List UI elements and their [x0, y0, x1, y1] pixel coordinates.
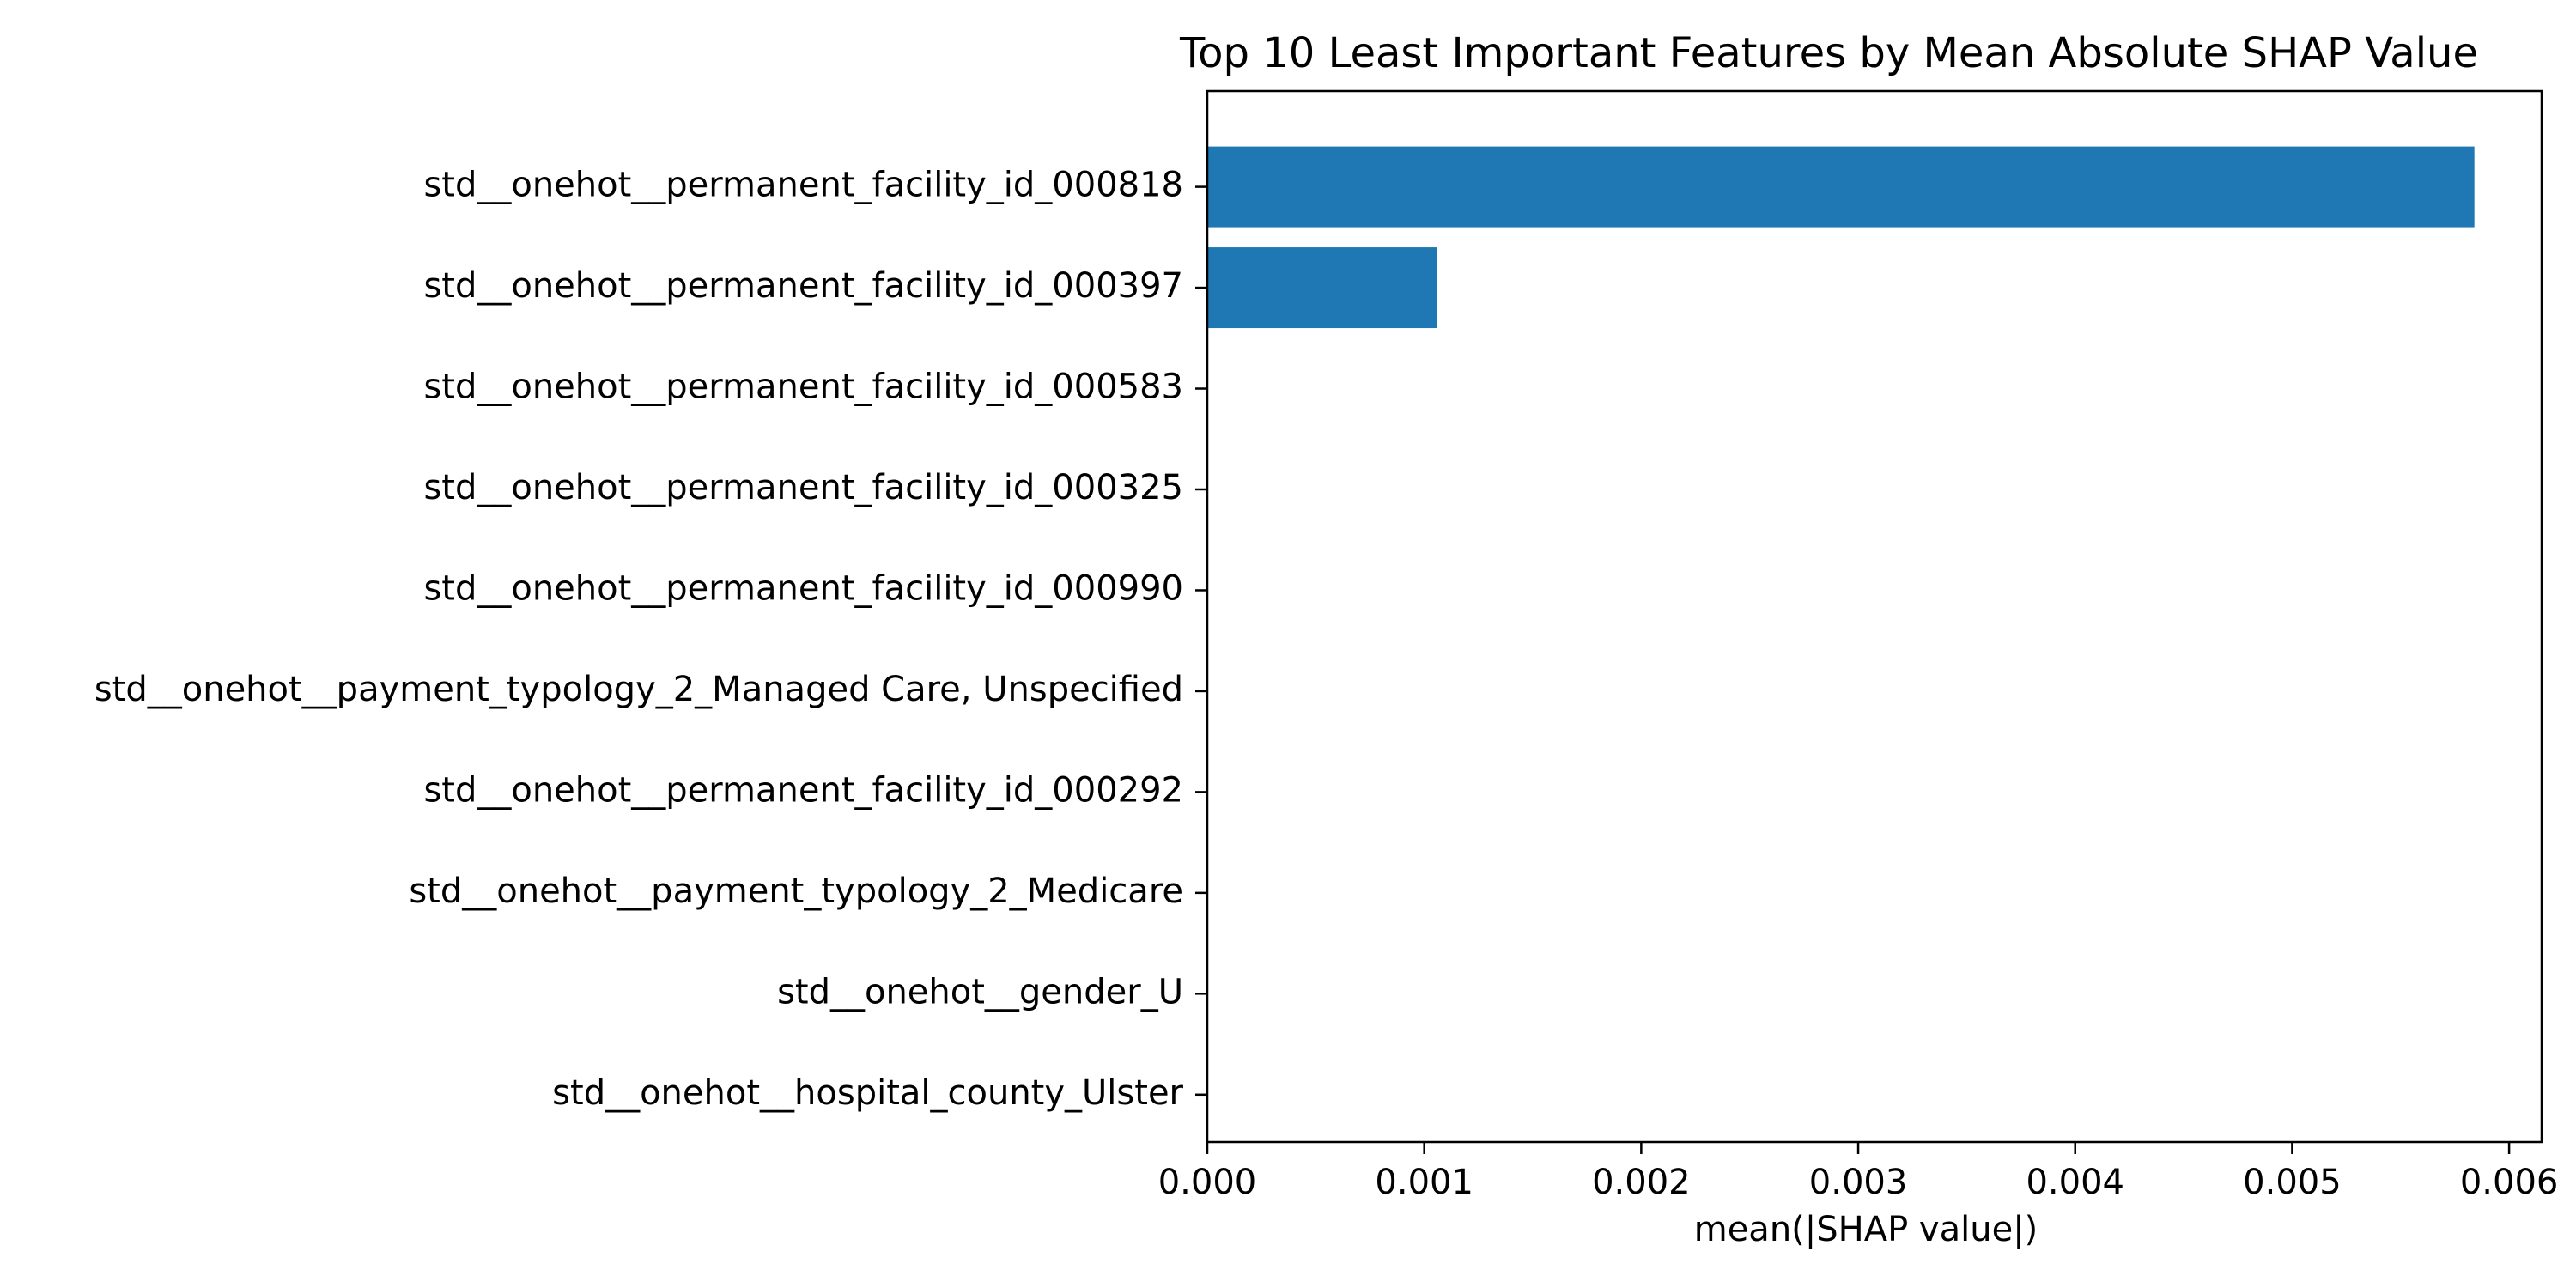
x-tick-label: 0.003	[1809, 1163, 1908, 1202]
x-tick-label: 0.006	[2460, 1163, 2559, 1202]
x-tick-label: 0.005	[2243, 1163, 2342, 1202]
y-axis: std__onehot__permanent_facility_id_00081…	[94, 166, 1207, 1113]
bars-layer	[1207, 146, 2475, 329]
x-tick-label: 0.000	[1158, 1163, 1257, 1202]
y-tick-label: std__onehot__gender_U	[777, 972, 1183, 1012]
y-tick-label: std__onehot__permanent_facility_id_00032…	[423, 468, 1183, 507]
x-tick-label: 0.001	[1375, 1163, 1473, 1202]
x-tick-label: 0.002	[1592, 1163, 1691, 1202]
bar	[1207, 146, 2475, 228]
y-tick-label: std__onehot__hospital_county_Ulster	[552, 1073, 1183, 1113]
x-tick-label: 0.004	[2026, 1163, 2124, 1202]
y-tick-label: std__onehot__permanent_facility_id_00029…	[423, 770, 1183, 810]
y-tick-label: std__onehot__payment_typology_2_Managed …	[94, 670, 1183, 709]
y-tick-label: std__onehot__payment_typology_2_Medicare	[409, 872, 1183, 911]
y-tick-label: std__onehot__permanent_facility_id_00081…	[423, 166, 1183, 205]
chart-title: Top 10 Least Important Features by Mean …	[1179, 29, 2478, 77]
y-tick-label: std__onehot__permanent_facility_id_00099…	[423, 568, 1183, 608]
y-tick-label: std__onehot__permanent_facility_id_00058…	[423, 368, 1183, 407]
x-axis: 0.000 0.001 0.002 0.003 0.004 0.005 0.006	[1158, 1142, 2559, 1202]
bar	[1207, 247, 1437, 329]
x-axis-label: mean(|SHAP value|)	[1694, 1210, 2038, 1249]
y-tick-label: std__onehot__permanent_facility_id_00039…	[423, 266, 1183, 306]
plot-frame	[1206, 89, 2543, 1144]
